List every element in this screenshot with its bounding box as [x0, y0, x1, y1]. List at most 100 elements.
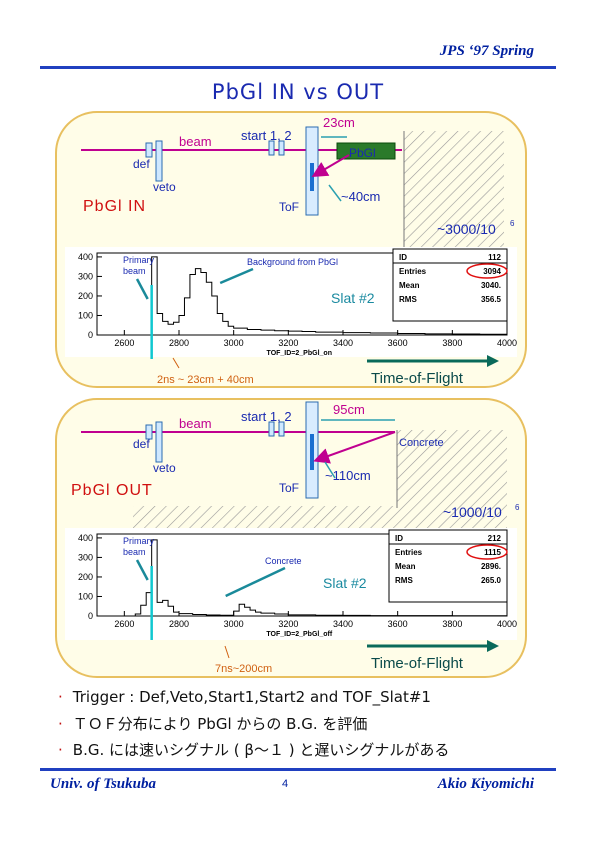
x-tick-label: 3600: [388, 619, 408, 629]
header-title: JPS ‘97 Spring: [439, 43, 534, 59]
stats-box: [392, 248, 508, 322]
stats-key: Mean: [395, 562, 416, 571]
annotation-primary: Primary: [123, 536, 154, 546]
annotation-primary: Primary: [123, 255, 154, 265]
histogram-pbgl-out: 0 100 200 300 400 2600 2800 3000 3200 3400 3600 380…: [78, 529, 517, 640]
rate-label: ~3000/10: [437, 221, 496, 237]
histogram-series: [124, 539, 507, 617]
veto-counter: [155, 140, 163, 182]
x-tick-label: 3200: [278, 338, 298, 348]
header-rule: [40, 66, 556, 69]
rate-exponent: 6: [515, 503, 520, 512]
x-tick-label: 2800: [169, 338, 189, 348]
y-tick-label: 300: [78, 552, 93, 562]
x-tick-label: 2800: [169, 619, 189, 629]
distance-label: 95cm: [333, 402, 365, 417]
annotation-primary: beam: [123, 547, 146, 557]
stats-key: ID: [399, 253, 407, 262]
stats-key: Mean: [399, 281, 420, 290]
bullet-2: · ＴＯＦ分布により PbGl からの B.G. を評価: [58, 715, 368, 733]
def-counter: [145, 142, 153, 158]
stats-value: 265.0: [481, 576, 502, 585]
start-label: start 1, 2: [241, 128, 292, 143]
x-tick-label: 3000: [224, 619, 244, 629]
footer-rule: [40, 768, 556, 771]
setup-diagram-out: beam start 1, 2 95cm Concrete def veto T…: [71, 401, 520, 530]
y-tick-label: 300: [78, 271, 93, 281]
def-label: def: [133, 437, 150, 451]
annotation-bg: Concrete: [265, 556, 302, 566]
annotation-primary: beam: [123, 266, 146, 276]
x-tick-label: 4000: [497, 619, 517, 629]
y-tick-label: 400: [78, 533, 93, 543]
primary-arrow: [135, 559, 149, 581]
start-label: start 1, 2: [241, 409, 292, 424]
y-tick-label: 100: [78, 591, 93, 601]
veto-counter: [155, 421, 163, 463]
rate-label: ~1000/10: [443, 504, 502, 520]
bullet-1: · Trigger : Def,Veto,Start1,Start2 and TO…: [58, 688, 431, 706]
tof-slat: [310, 434, 314, 470]
stats-value: 1115: [484, 548, 501, 557]
x-tick-label: 3400: [333, 338, 353, 348]
bullet-dot-icon: ·: [58, 741, 63, 759]
panel-pbgl-in: beam start 1, 2 23cm PbGl def veto ToF ~…: [55, 111, 527, 388]
entries-highlight: [466, 544, 508, 560]
def-label: def: [133, 157, 150, 171]
wall-hatch: [404, 131, 504, 251]
x-tick-label: 4000: [497, 338, 517, 348]
footer-right: Akio Kiyomichi: [437, 776, 534, 792]
tof-label: ToF: [279, 481, 299, 495]
start1-counter: [268, 140, 275, 156]
target-label: Concrete: [399, 437, 444, 449]
bg-arrow: [219, 267, 254, 285]
start2-counter: [278, 140, 285, 156]
primary-arrow: [135, 278, 149, 300]
x-tick-label: 3800: [442, 619, 462, 629]
rate-exponent: 6: [510, 219, 515, 228]
stats-value: 356.5: [481, 295, 502, 304]
stats-value: 112: [488, 253, 501, 262]
y-tick-label: 200: [78, 572, 93, 582]
x-tick-label: 2600: [114, 338, 134, 348]
hist-in: 0 100 200 300 400 2600 2800 3000 3200 3400 3600 380…: [65, 247, 517, 359]
bullet-dot-icon: ·: [58, 688, 63, 706]
veto-label: veto: [153, 180, 176, 194]
distance-label: 23cm: [323, 115, 355, 130]
hist-out: 0 100 200 300 400 2600 2800 3000 3200 3400 3600 380…: [65, 528, 517, 640]
page-number: 4: [282, 778, 289, 790]
y-tick-label: 100: [78, 310, 93, 320]
tof-label: ToF: [279, 200, 299, 214]
stats-value: 212: [488, 534, 502, 543]
slat-label: Slat #2: [323, 575, 367, 591]
x-tick-label: 3600: [388, 338, 408, 348]
stats-box: [388, 529, 508, 603]
pbgl-block: [336, 142, 396, 160]
stats-value: 3040.: [481, 281, 501, 290]
x-axis-title: TOF_ID=2_PbGl_on: [267, 350, 332, 357]
x-tick-label: 3000: [224, 338, 244, 348]
beam-label: beam: [179, 134, 212, 149]
beam-label: beam: [179, 416, 212, 431]
histogram-series: [124, 256, 507, 336]
mode-label: PbGl IN: [83, 198, 146, 215]
x-tick-label: 3400: [333, 619, 353, 629]
panel-pbgl-out: beam start 1, 2 95cm Concrete def veto T…: [55, 398, 527, 678]
page-title: PbGl IN vs OUT: [211, 80, 385, 104]
y-tick-label: 0: [88, 611, 93, 621]
setup-diagram-in: beam start 1, 2 23cm PbGl def veto ToF ~…: [81, 115, 515, 251]
y-tick-label: 200: [78, 291, 93, 301]
stats-key: ID: [395, 534, 403, 543]
tof-slat: [310, 163, 314, 191]
bullet-dot-icon: ·: [58, 715, 63, 733]
start2-counter: [278, 421, 285, 437]
y-tick-label: 0: [88, 330, 93, 340]
diag-distance-label: ~40cm: [341, 189, 380, 204]
diag-distance-label: ~110cm: [325, 468, 371, 483]
start1-counter: [268, 421, 275, 437]
histogram-pbgl-in: 0 100 200 300 400 2600 2800 3000 3200 3400 3600 380…: [78, 248, 517, 359]
entries-highlight: [466, 263, 508, 279]
footer-left: Univ. of Tsukuba: [50, 776, 156, 792]
x-tick-label: 3800: [442, 338, 462, 348]
stats-key: Entries: [395, 548, 423, 557]
